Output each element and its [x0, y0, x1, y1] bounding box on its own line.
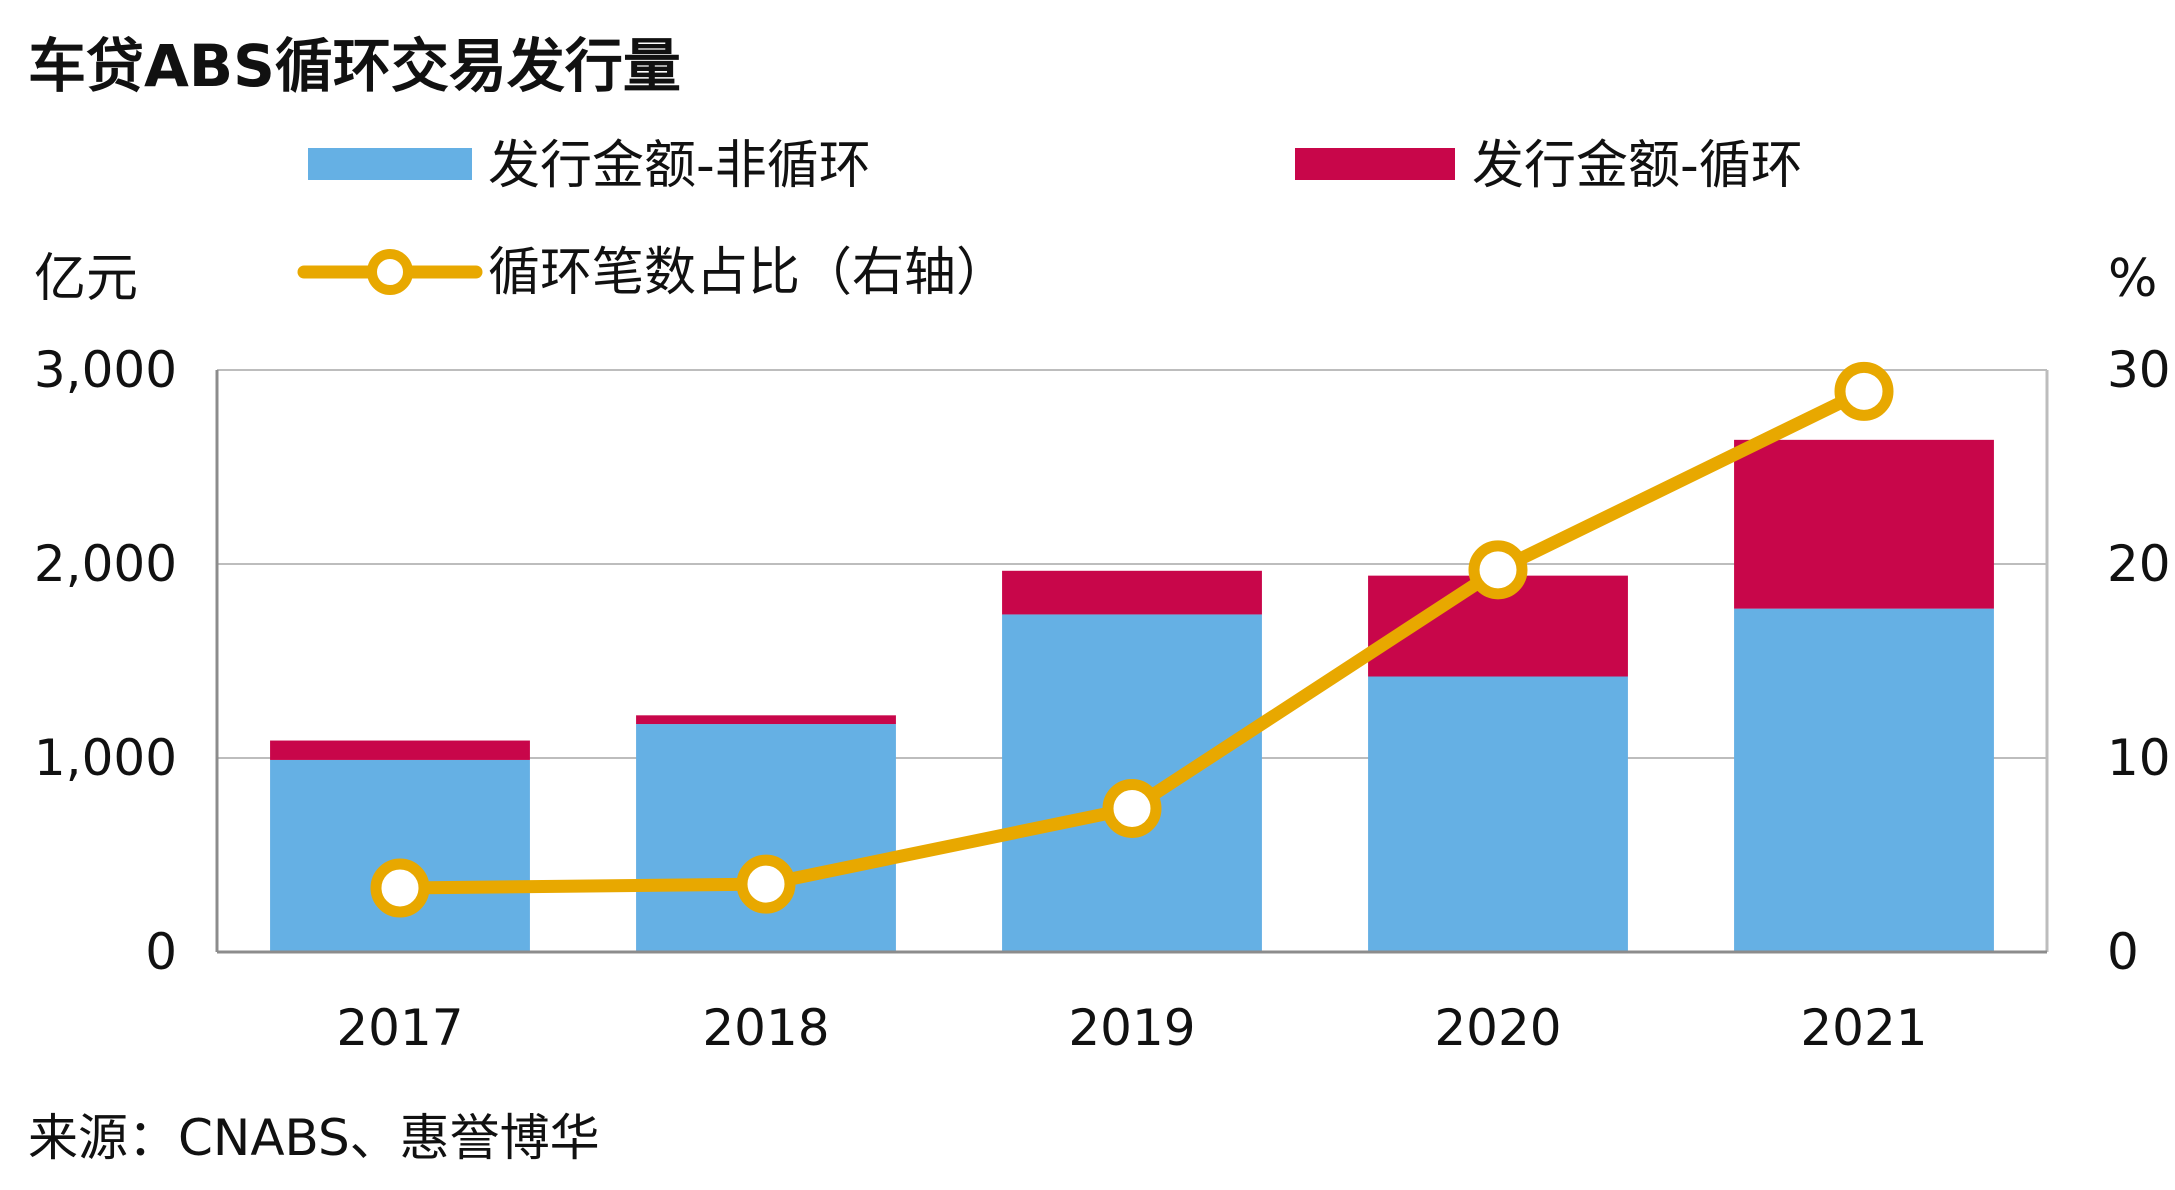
left-tick-label-3: 3,000 — [34, 341, 177, 399]
point-revolving-share-2017 — [370, 858, 430, 918]
bar-non-revolving-2017 — [270, 759, 530, 952]
chart-title: 车贷ABS循环交易发行量 — [28, 32, 681, 100]
left-tick-label-0: 0 — [145, 923, 177, 981]
point-revolving-share-2018 — [736, 854, 796, 914]
bar-non-revolving-2020 — [1368, 676, 1628, 952]
legend-marker-revolving-share — [367, 249, 413, 295]
x-tick-label-2020: 2020 — [1434, 999, 1561, 1057]
legend-label-revolving-share: 循环笔数占比（右轴） — [488, 243, 1008, 303]
x-tick-label-2017: 2017 — [336, 999, 463, 1057]
axis-ticks: 0 1,000 2,000 3,000 0 10 20 30 2017 2018 2019 2020 2… — [34, 341, 2171, 1057]
right-tick-label-3: 30 — [2107, 341, 2171, 399]
revolving-share-line — [370, 361, 1894, 918]
bar-revolving-2018 — [636, 715, 896, 725]
legend-swatch-non-revolving — [308, 148, 472, 180]
legend: 发行金额-非循环 发行金额-循环 循环笔数占比（右轴） — [297, 136, 1803, 303]
right-tick-label-1: 10 — [2107, 729, 2171, 787]
x-tick-label-2019: 2019 — [1068, 999, 1195, 1057]
bar-revolving-2017 — [270, 740, 530, 760]
point-revolving-share-2020 — [1468, 540, 1528, 600]
legend-label-non-revolving: 发行金额-非循环 — [488, 136, 871, 196]
right-tick-label-2: 20 — [2107, 535, 2171, 593]
right-tick-label-0: 0 — [2107, 923, 2139, 981]
source-note: 来源：CNABS、惠誉博华 — [28, 1109, 600, 1167]
bar-non-revolving-2018 — [636, 724, 896, 952]
left-tick-label-2: 2,000 — [34, 535, 177, 593]
point-revolving-share-2021 — [1834, 361, 1894, 421]
legend-swatch-revolving — [1295, 148, 1455, 180]
point-revolving-share-2019 — [1102, 778, 1162, 838]
bar-non-revolving-2021 — [1734, 608, 1994, 952]
bar-revolving-2021 — [1734, 439, 1994, 609]
bar-revolving-2019 — [1002, 570, 1262, 615]
right-axis-unit: % — [2108, 249, 2157, 309]
bars — [270, 439, 1994, 952]
legend-label-revolving: 发行金额-循环 — [1472, 136, 1803, 196]
x-tick-label-2018: 2018 — [702, 999, 829, 1057]
plot-frame — [215, 370, 2049, 954]
left-axis-unit: 亿元 — [34, 249, 138, 309]
x-tick-label-2021: 2021 — [1800, 999, 1927, 1057]
left-tick-label-1: 1,000 — [34, 729, 177, 787]
